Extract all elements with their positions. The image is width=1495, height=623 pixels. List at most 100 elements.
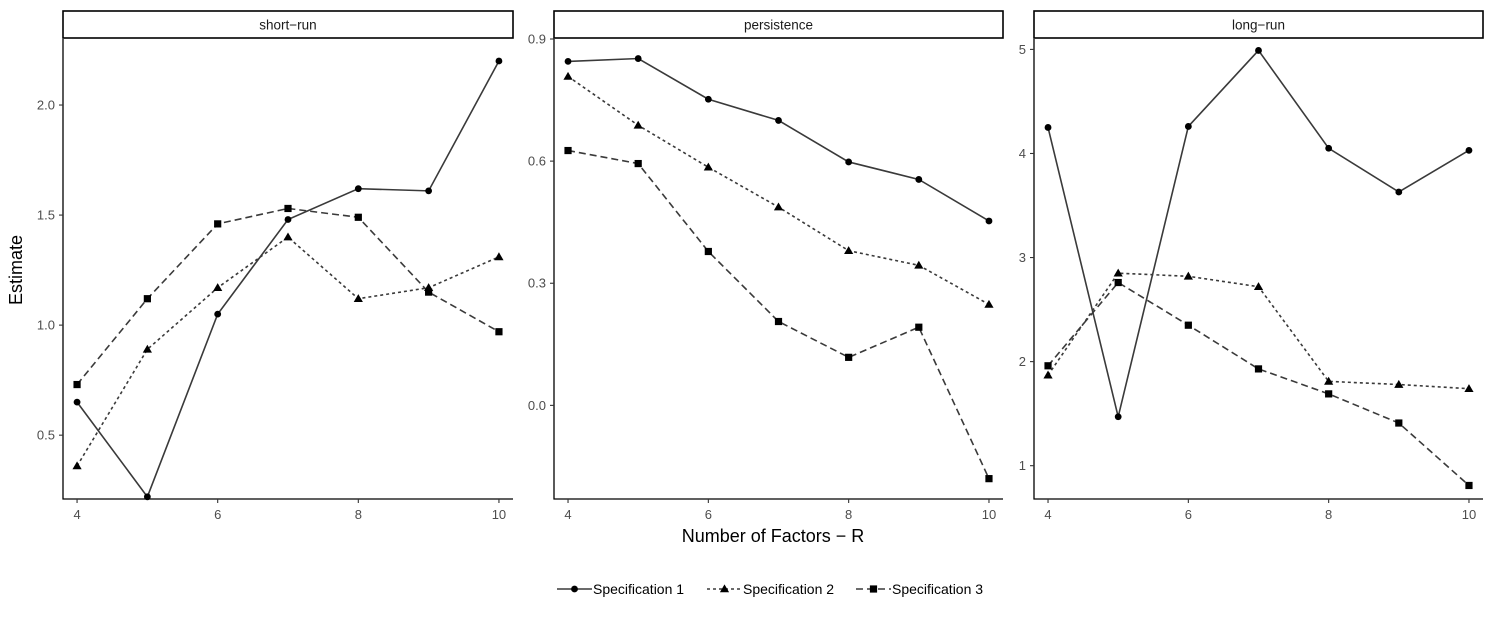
data-point — [845, 353, 853, 361]
data-point — [915, 176, 923, 183]
data-point — [634, 55, 642, 62]
series-3 — [564, 146, 993, 483]
x-tick-label: 6 — [214, 507, 221, 522]
data-point — [495, 57, 503, 65]
series-line — [76, 60, 500, 499]
data-point — [1184, 321, 1192, 329]
data-point — [1114, 413, 1122, 421]
data-point — [1184, 123, 1192, 130]
data-point — [214, 220, 222, 228]
x-tick-label: 8 — [355, 507, 362, 522]
data-point — [564, 146, 572, 155]
x-tick-label: 10 — [1462, 507, 1476, 522]
y-tick-label: 0.0 — [528, 398, 546, 413]
data-point — [703, 162, 713, 171]
data-point — [634, 159, 642, 168]
data-point — [1043, 370, 1053, 379]
panels: short−run 0.5 1.0 1.5 2.0 4 6 8 10 persistence 0.0… — [37, 10, 1484, 522]
legend-item-1: Specification 1 — [557, 581, 684, 597]
data-point — [1253, 282, 1264, 291]
data-point — [845, 158, 853, 166]
panel-strip — [553, 10, 1004, 39]
x-tick-label: 8 — [845, 507, 852, 522]
series-line — [567, 75, 990, 306]
data-point — [1254, 365, 1263, 373]
x-tick-label: 4 — [564, 507, 571, 522]
data-point — [142, 344, 152, 353]
legend-key-marker — [719, 584, 730, 593]
data-point — [1325, 144, 1333, 152]
data-point — [425, 187, 433, 195]
data-point — [1255, 47, 1262, 54]
y-tick-label: 2.0 — [37, 98, 55, 113]
data-point — [704, 247, 712, 256]
data-point — [73, 398, 81, 406]
x-tick-label: 6 — [705, 507, 712, 522]
data-point — [1183, 271, 1193, 280]
data-point — [774, 317, 783, 326]
series-2 — [72, 232, 504, 470]
y-tick-label: 5 — [1019, 42, 1026, 57]
legend-label: Specification 3 — [892, 581, 983, 597]
data-point — [73, 380, 81, 389]
data-point — [1044, 362, 1052, 370]
data-point — [72, 461, 82, 470]
x-tick-label: 4 — [73, 507, 80, 522]
x-tick-label: 6 — [1185, 507, 1192, 522]
data-point — [353, 294, 363, 303]
panel-title: persistence — [744, 18, 813, 33]
y-tick-label: 4 — [1019, 146, 1026, 161]
series-1 — [73, 57, 503, 501]
panel-title: long−run — [1232, 18, 1285, 33]
legend-key-marker — [571, 585, 578, 593]
x-axis-title: Number of Factors − R — [682, 526, 865, 546]
data-point — [213, 283, 223, 292]
data-point — [775, 117, 782, 124]
series-2 — [1043, 268, 1474, 392]
data-point — [633, 120, 643, 129]
data-point — [1465, 481, 1473, 490]
panel-title: short−run — [259, 18, 316, 33]
legend-key-marker — [869, 585, 878, 593]
panel-strip — [62, 10, 514, 39]
panel-3: long−run 1 2 3 4 5 4 6 8 10 — [1019, 10, 1484, 522]
data-point — [143, 493, 151, 501]
y-tick-label: 1.5 — [37, 208, 55, 223]
series-3 — [1044, 278, 1473, 490]
data-point — [1464, 384, 1474, 392]
data-point — [283, 232, 293, 241]
data-point — [284, 204, 292, 213]
data-point — [214, 310, 222, 318]
data-point — [495, 328, 503, 336]
data-point — [1465, 146, 1473, 154]
data-point — [284, 216, 292, 223]
y-tick-label: 0.3 — [528, 276, 546, 291]
legend-label: Specification 1 — [593, 581, 684, 597]
data-point — [563, 71, 573, 80]
series-line — [76, 236, 500, 467]
y-tick-label: 0.6 — [528, 154, 546, 169]
y-tick-label: 3 — [1019, 250, 1026, 265]
data-point — [1395, 419, 1403, 427]
data-point — [354, 185, 362, 193]
legend-item-3: Specification 3 — [856, 581, 983, 597]
y-tick-label: 1.0 — [37, 318, 55, 333]
panel-1: short−run 0.5 1.0 1.5 2.0 4 6 8 10 — [37, 10, 514, 522]
series-3 — [73, 204, 503, 389]
x-tick-label: 8 — [1325, 507, 1332, 522]
y-axis-title: Estimate — [6, 235, 26, 305]
series-2 — [563, 71, 994, 308]
series-line — [567, 149, 990, 479]
data-point — [704, 95, 712, 103]
x-tick-label: 4 — [1044, 507, 1051, 522]
data-point — [1044, 124, 1052, 131]
data-point — [773, 202, 784, 211]
series-1 — [1044, 47, 1473, 421]
data-point — [143, 295, 151, 303]
series-line — [567, 57, 990, 222]
x-tick-label: 10 — [982, 507, 996, 522]
data-point — [985, 217, 993, 225]
series-1 — [564, 55, 993, 225]
data-point — [425, 288, 433, 296]
